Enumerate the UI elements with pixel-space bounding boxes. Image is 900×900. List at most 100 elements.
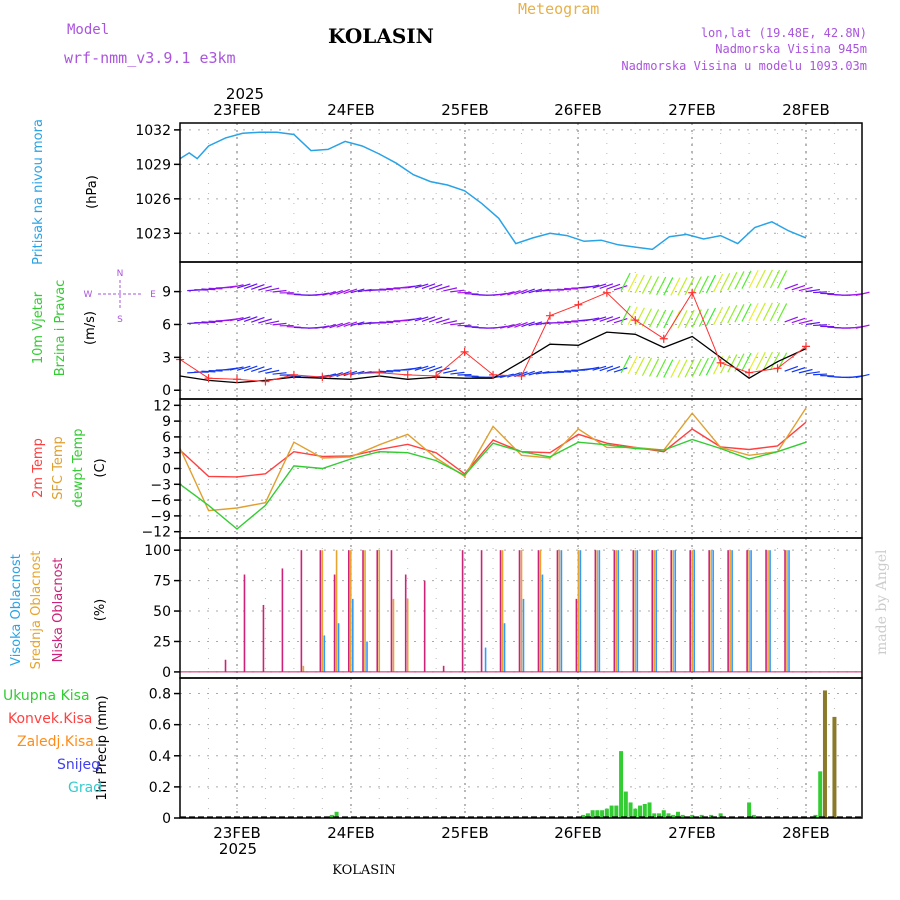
compass-w: W bbox=[84, 290, 93, 300]
year-bottom: 2025 bbox=[219, 840, 257, 858]
wind-barb bbox=[229, 366, 244, 371]
meteogram-label: Meteogram bbox=[518, 0, 599, 18]
wind-barb bbox=[798, 319, 813, 325]
precip-bar bbox=[585, 813, 590, 818]
y-tick-label: −3 bbox=[150, 477, 171, 493]
wind-barb bbox=[585, 284, 600, 289]
wind-barb bbox=[599, 283, 614, 290]
wind-barb bbox=[329, 289, 343, 296]
y-tick-label: 0 bbox=[162, 462, 171, 478]
wind-barb bbox=[201, 370, 216, 373]
wind-barb bbox=[428, 366, 443, 372]
wind-barb bbox=[414, 365, 429, 371]
wind-barb bbox=[734, 304, 745, 323]
gust-marker bbox=[233, 375, 241, 384]
precip-bar bbox=[614, 805, 619, 818]
wind-barb bbox=[762, 269, 773, 289]
wind-barb bbox=[677, 310, 688, 329]
watermark: made by Angel bbox=[874, 549, 890, 655]
wind-barb bbox=[599, 316, 614, 322]
precip-bar bbox=[832, 716, 837, 818]
wind-barb bbox=[236, 283, 251, 289]
wind-barb bbox=[705, 274, 717, 294]
y-tick-label: 50 bbox=[153, 604, 171, 620]
precip-bar bbox=[822, 690, 827, 818]
wind-barb bbox=[201, 321, 216, 324]
y-tick-label: 0.6 bbox=[149, 718, 171, 734]
wind-barb bbox=[748, 269, 759, 289]
precip-bar bbox=[334, 811, 339, 818]
wind-barb bbox=[236, 365, 251, 371]
wind-barb bbox=[379, 321, 394, 324]
wind-barb bbox=[592, 283, 607, 289]
precip-bar bbox=[680, 814, 685, 818]
precip-bar bbox=[619, 751, 624, 818]
wind-barb bbox=[613, 317, 628, 324]
precip-bar bbox=[652, 813, 657, 818]
precip-bar bbox=[647, 802, 652, 818]
wind-barb bbox=[720, 272, 731, 292]
pressure-title: Pritisak na nivou mora bbox=[31, 119, 46, 265]
wind-barb bbox=[585, 317, 600, 322]
compass-n: N bbox=[117, 269, 124, 279]
date-label-bottom: 23FEB bbox=[213, 824, 260, 842]
wind-barb bbox=[727, 304, 738, 324]
precip-bar bbox=[671, 814, 676, 818]
wind-barb bbox=[592, 316, 607, 322]
wind-barb bbox=[564, 287, 579, 290]
wind-barb bbox=[634, 356, 645, 376]
wind-barb bbox=[656, 309, 667, 329]
wind-barb bbox=[435, 285, 450, 291]
wind-barb bbox=[798, 368, 813, 374]
wind-barb bbox=[720, 305, 731, 325]
y-tick-label: 6 bbox=[162, 430, 171, 446]
wind-barb bbox=[435, 318, 450, 324]
wind-barb bbox=[564, 370, 579, 372]
wind-barb bbox=[748, 352, 759, 371]
wind-barb bbox=[521, 370, 535, 377]
wind-barb bbox=[641, 308, 653, 327]
date-label-top: 23FEB bbox=[213, 101, 260, 119]
wind-barb bbox=[727, 354, 738, 373]
wind-barb bbox=[684, 276, 695, 296]
y-tick-label: 0 bbox=[162, 665, 171, 681]
wind-barb bbox=[535, 288, 550, 293]
wind-barb bbox=[705, 357, 717, 376]
wind-barb bbox=[741, 303, 752, 322]
wind-barb bbox=[762, 302, 773, 321]
wind-barb bbox=[798, 286, 813, 292]
wind-barb bbox=[620, 272, 631, 292]
gust-marker bbox=[745, 368, 754, 377]
sfctemp-line bbox=[179, 407, 807, 512]
wind-barb bbox=[357, 288, 372, 293]
wind-barb bbox=[350, 288, 365, 294]
precip-bar bbox=[642, 804, 647, 818]
wind-barb bbox=[272, 322, 287, 326]
wind-barb bbox=[755, 302, 766, 321]
cloud-high-label: Visoka Oblacnost bbox=[9, 554, 24, 666]
precip-bar bbox=[718, 813, 723, 818]
wind-barb bbox=[521, 288, 535, 295]
precip-bar bbox=[623, 791, 628, 818]
compass-e: E bbox=[150, 290, 156, 300]
y-tick-label: 75 bbox=[153, 574, 171, 590]
wind-barb bbox=[265, 287, 280, 292]
wind-barb bbox=[557, 288, 572, 291]
dewpt-line bbox=[179, 438, 807, 530]
wind-barb bbox=[684, 309, 695, 329]
wind-barb bbox=[557, 370, 572, 373]
wind-barb bbox=[514, 289, 528, 295]
gust-marker bbox=[375, 368, 384, 377]
precip-bar bbox=[818, 771, 823, 818]
wind-barb bbox=[713, 306, 724, 326]
y-tick-label: 0 bbox=[162, 383, 171, 399]
wind-barb bbox=[514, 321, 528, 328]
wind-barb bbox=[805, 321, 820, 326]
wind-barb bbox=[813, 373, 828, 376]
compass-cross bbox=[98, 280, 142, 308]
wind-barb bbox=[585, 366, 600, 371]
precip-bar bbox=[657, 813, 662, 818]
y-tick-label: −9 bbox=[150, 509, 171, 525]
wind-barb bbox=[663, 310, 674, 329]
precip-legend-item: Grad bbox=[68, 780, 102, 796]
